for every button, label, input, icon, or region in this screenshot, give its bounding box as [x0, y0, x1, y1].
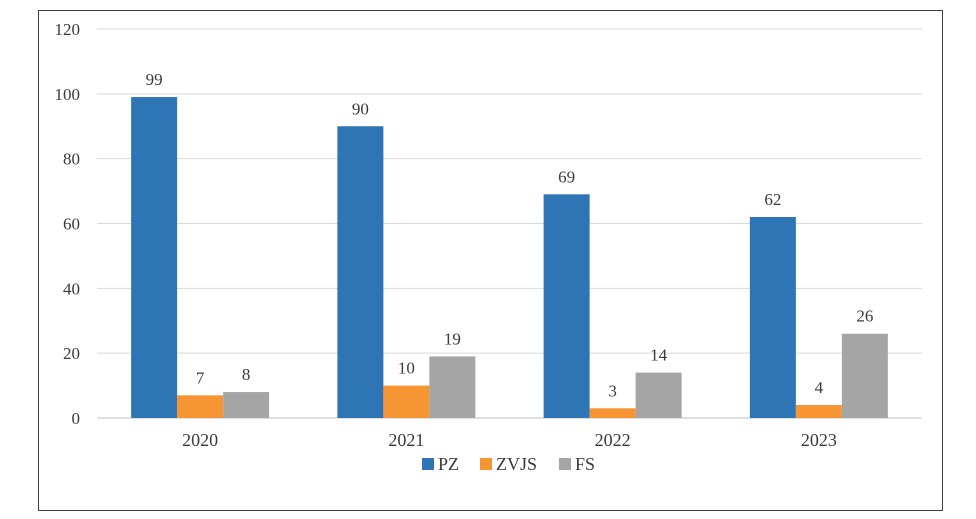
bar-pz-2020 [131, 97, 178, 418]
y-tick-label: 60 [63, 215, 80, 234]
x-tick-label: 2020 [182, 430, 218, 450]
data-label: 62 [764, 190, 781, 209]
legend-swatch-pz [422, 458, 434, 470]
bar-zvjs-2022 [589, 408, 636, 418]
bar-zvjs-2021 [383, 385, 430, 418]
x-tick-label: 2021 [388, 430, 424, 450]
legend-label-zvjs: ZVJS [496, 454, 537, 474]
x-tick-label: 2022 [595, 430, 631, 450]
chart-frame [38, 10, 943, 511]
data-label: 26 [856, 307, 873, 326]
bar-fs-2020 [223, 392, 270, 418]
x-tick-label: 2023 [801, 430, 837, 450]
y-tick-label: 40 [63, 279, 80, 298]
legend-label-fs: FS [575, 454, 595, 474]
bar-fs-2022 [635, 372, 682, 418]
bar-fs-2023 [841, 333, 888, 418]
y-tick-label: 20 [63, 344, 80, 363]
bar-pz-2021 [337, 126, 384, 418]
bar-pz-2022 [543, 194, 590, 418]
y-tick-label: 100 [55, 85, 81, 104]
data-label: 19 [444, 329, 461, 348]
bar-zvjs-2020 [177, 395, 224, 418]
data-label: 14 [650, 346, 668, 365]
y-tick-label: 120 [55, 20, 81, 39]
bar-fs-2021 [429, 356, 476, 418]
data-label: 8 [242, 365, 251, 384]
y-tick-label: 80 [63, 150, 80, 169]
legend-swatch-zvjs [480, 458, 492, 470]
data-label: 7 [196, 368, 205, 387]
data-label: 10 [398, 359, 415, 378]
bar-zvjs-2023 [795, 405, 842, 418]
data-label: 4 [815, 378, 824, 397]
legend-swatch-fs [559, 458, 571, 470]
legend-label-pz: PZ [438, 454, 459, 474]
data-label: 99 [146, 70, 163, 89]
data-label: 69 [558, 167, 575, 186]
bar-pz-2023 [749, 217, 796, 418]
data-label: 3 [608, 381, 617, 400]
data-label: 90 [352, 99, 369, 118]
y-tick-label: 0 [72, 409, 81, 428]
